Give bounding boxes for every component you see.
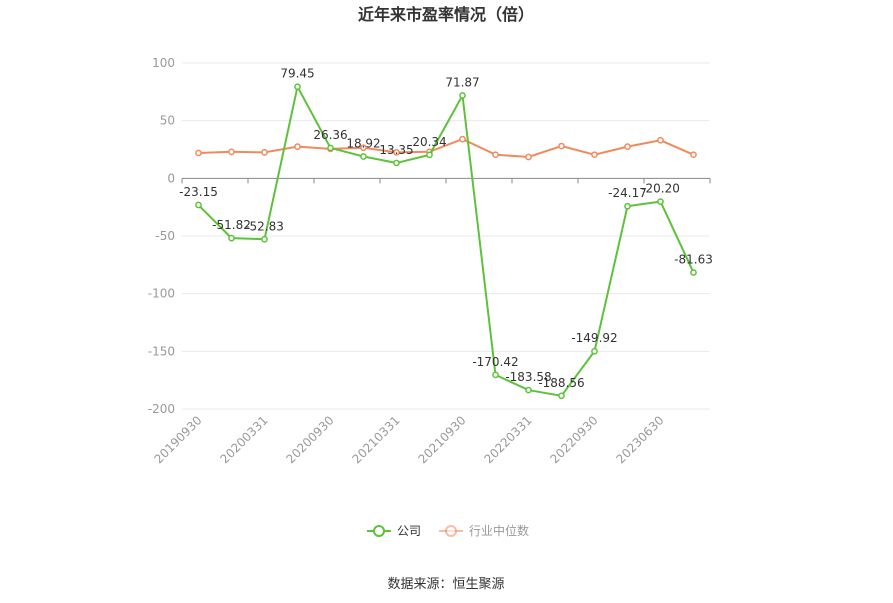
grid-lines <box>182 62 710 410</box>
x-tick-label: 20200331 <box>218 413 271 466</box>
source-note: 数据来源：恒生聚源 <box>387 577 504 592</box>
data-label: 71.87 <box>445 75 479 89</box>
x-tick-label: 20220331 <box>482 413 535 466</box>
series-point-1 <box>690 151 697 159</box>
series-line-0 <box>197 83 695 397</box>
series-point-0 <box>360 153 367 160</box>
series-point-0 <box>426 151 433 159</box>
legend-item-0[interactable]: 公司 <box>367 524 421 538</box>
legend[interactable]: 公司 行业中位数 <box>367 523 529 538</box>
y-tick-label: -100 <box>148 287 175 301</box>
series-point-1 <box>558 142 565 150</box>
series-point-0 <box>558 392 565 400</box>
legend-item-1[interactable]: 行业中位数 <box>439 523 529 538</box>
series-point-0 <box>228 234 235 242</box>
data-labels: -23.15 -51.82-52.83 79.45 26.3618.9213.3520… <box>179 67 713 390</box>
series-point-1 <box>657 136 664 144</box>
series-point-0 <box>690 269 697 276</box>
series-point-1 <box>294 143 301 150</box>
x-tick-label: 20220930 <box>548 413 601 466</box>
data-label: -170.42 <box>472 355 518 369</box>
data-label: -81.63 <box>674 252 713 266</box>
legend-label: 公司 <box>397 524 421 538</box>
series-point-0 <box>657 198 664 205</box>
data-label: -24.17 <box>608 186 647 200</box>
series-point-1 <box>360 144 367 152</box>
y-tick-label: -200 <box>148 402 175 416</box>
series-point-0 <box>459 92 466 99</box>
data-label: 13.35 <box>379 143 413 157</box>
series-point-1 <box>393 149 400 156</box>
data-label: -52.83 <box>245 219 284 233</box>
y-tick-label: 0 <box>167 171 175 185</box>
x-tick-label: 20210331 <box>350 413 403 466</box>
series-layer <box>195 83 697 400</box>
series-point-1 <box>261 149 268 156</box>
series-point-1 <box>525 153 532 161</box>
series-point-0 <box>591 347 598 355</box>
series-point-0 <box>261 235 268 243</box>
x-tick-label: 20190930 <box>152 413 205 466</box>
series-point-0 <box>195 201 202 209</box>
series-point-1 <box>591 151 598 159</box>
data-label: 26.36 <box>313 128 347 142</box>
data-label: -23.15 <box>179 185 218 199</box>
x-tick-label: 20230630 <box>614 413 667 466</box>
series-point-0 <box>393 159 400 167</box>
data-label: 20.34 <box>412 135 446 149</box>
data-label: 18.92 <box>346 137 380 151</box>
series-point-0 <box>624 202 631 210</box>
legend-marker <box>373 525 385 537</box>
data-label: -188.56 <box>538 376 584 390</box>
x-tick-label: 20200930 <box>284 413 337 466</box>
series-point-0 <box>525 386 532 394</box>
x-tick-label: 20210930 <box>416 413 469 466</box>
chart-title: 近年来市盈率情况（倍） <box>358 5 534 24</box>
series-point-1 <box>228 148 235 156</box>
y-axis: 100 50 0 -50 -100 -150 -200 <box>148 56 175 416</box>
series-point-1 <box>624 143 631 150</box>
data-label: 79.45 <box>280 67 314 81</box>
series-point-0 <box>492 371 499 379</box>
legend-label: 行业中位数 <box>469 523 529 538</box>
data-label: -149.92 <box>571 331 617 345</box>
data-label: -20.20 <box>641 182 680 196</box>
data-label: -51.82 <box>212 218 251 232</box>
series-point-0 <box>294 83 301 91</box>
series-point-1 <box>459 135 466 143</box>
series-point-1 <box>195 149 202 157</box>
series-point-1 <box>492 151 499 159</box>
data-label: -183.58 <box>505 370 551 384</box>
y-tick-label: 100 <box>152 56 175 70</box>
series-line-1 <box>198 138 694 159</box>
y-tick-label: -50 <box>155 229 175 243</box>
y-tick-label: 50 <box>160 114 175 128</box>
y-tick-label: -150 <box>148 344 175 358</box>
series-point-0 <box>327 144 334 152</box>
legend-marker <box>445 525 457 537</box>
